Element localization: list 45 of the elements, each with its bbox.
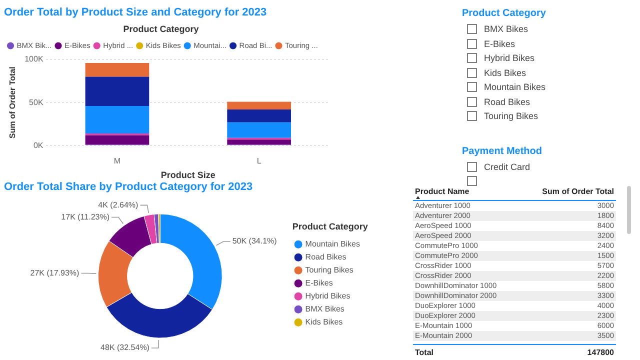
text: Product Name bbox=[415, 187, 470, 196]
text: Payment Method bbox=[462, 146, 544, 156]
legend-title: Product Category bbox=[292, 222, 368, 232]
bar bbox=[85, 62, 150, 77]
bar bbox=[227, 102, 291, 110]
y-tick-label: 100K bbox=[24, 54, 44, 64]
category-label: Touring Bikes bbox=[484, 111, 538, 122]
legend-label: Kids Bikes bbox=[305, 318, 343, 327]
category-label: BMX Bikes bbox=[484, 24, 528, 34]
legend-label: Hybrid Bikes bbox=[305, 292, 350, 301]
legend-label: Road Bikes bbox=[305, 252, 346, 262]
bar bbox=[85, 135, 150, 145]
legend-label: BMX Bikes bbox=[305, 304, 344, 314]
bar bbox=[227, 122, 291, 138]
category-label: Kids Bikes bbox=[484, 68, 526, 78]
text: Sum of Order Total bbox=[542, 187, 614, 196]
legend-label: Mountain Bikes bbox=[305, 240, 360, 249]
legend-label: E-Bikes bbox=[305, 278, 333, 288]
text: Total bbox=[415, 348, 434, 357]
category-label: Credit Card bbox=[484, 162, 530, 172]
category-label: Mountain Bikes bbox=[484, 82, 546, 92]
x-tick-label: L bbox=[256, 156, 262, 166]
bar bbox=[227, 140, 291, 145]
data-label: 48K (32.54%) bbox=[100, 343, 150, 352]
data-label: 27K (17.93%) bbox=[30, 268, 80, 278]
x-axis-title: Product Size bbox=[160, 170, 216, 180]
y-axis-title: Sum of Order Total bbox=[8, 66, 18, 138]
x-tick-label: M bbox=[114, 156, 121, 166]
text: Product Category bbox=[462, 8, 547, 19]
data-label: 4K (2.64%) bbox=[98, 200, 139, 210]
text: 147800 bbox=[587, 348, 614, 357]
y-tick-label: 50K bbox=[29, 98, 44, 107]
category-label: Hybrid Bikes bbox=[484, 53, 535, 64]
y-tick-label: 0K bbox=[33, 140, 44, 150]
category-label: Road Bikes bbox=[484, 96, 530, 107]
data-label: 17K (11.23%) bbox=[61, 212, 110, 222]
bar bbox=[227, 109, 291, 122]
chart-title: Order Total by Product Size and Category for 2023 bbox=[4, 6, 267, 19]
bar bbox=[85, 106, 150, 134]
data-label: 50K (34.1%) bbox=[232, 236, 278, 246]
chart-title: Order Total Share by Product Category for 2023 bbox=[4, 181, 253, 193]
bar bbox=[85, 76, 150, 106]
legend-title: Product Category bbox=[123, 24, 199, 34]
legend-label: Touring Bikes bbox=[305, 266, 354, 275]
category-label: E-Bikes bbox=[484, 38, 516, 49]
